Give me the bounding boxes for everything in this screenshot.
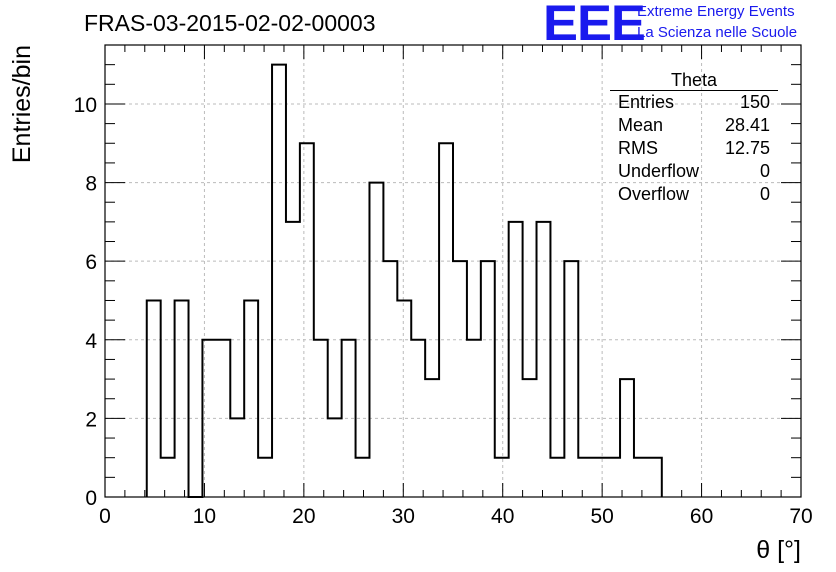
stats-label: Entries: [618, 92, 675, 112]
stats-title: Theta: [610, 70, 778, 91]
histogram-bin: [328, 418, 342, 497]
stats-box: Theta Entries 150 Mean 28.41 RMS 12.75 Underfl…: [610, 70, 778, 206]
stats-label: RMS: [618, 138, 658, 158]
histogram-bin: [620, 379, 634, 497]
y-tick-label: 8: [85, 173, 97, 196]
histogram-bin: [175, 300, 189, 497]
histogram-bin: [537, 222, 551, 497]
stats-row: Underflow 0: [610, 160, 778, 183]
stats-label: Underflow: [618, 161, 700, 181]
histogram-bin: [244, 300, 258, 497]
histogram-bin: [161, 458, 175, 497]
histogram-bin: [439, 143, 453, 497]
y-tick-label: 6: [85, 251, 97, 274]
logo-caption-line1: Extreme Energy Events: [637, 3, 795, 20]
histogram-bin: [509, 222, 523, 497]
histogram-bin: [147, 300, 161, 497]
histogram-bin: [564, 261, 578, 497]
histogram-bin: [286, 222, 300, 497]
histogram-bin: [606, 458, 620, 497]
y-axis-title: Entries/bin: [8, 45, 36, 163]
stats-rows: Entries 150 Mean 28.41 RMS 12.75 Underflow 0 Ove…: [610, 91, 778, 206]
stats-label: Mean: [618, 115, 664, 135]
histogram-bin: [634, 458, 648, 497]
logo-caption-line2: La Scienza nelle Scuole: [637, 24, 798, 41]
stats-row: Entries 150: [610, 91, 778, 114]
x-tick-label: 10: [193, 505, 216, 528]
stats-value: 0: [759, 161, 770, 181]
y-tick-label: 0: [85, 487, 97, 510]
y-tick-label: 4: [85, 330, 97, 353]
eee-logo: EEE: [543, 0, 646, 51]
histogram-bin: [383, 261, 397, 497]
histogram-bin: [453, 261, 467, 497]
x-tick-label: 40: [491, 505, 514, 528]
x-tick-label: 20: [292, 505, 315, 528]
histogram-bin: [578, 458, 592, 497]
y-tick-label: 2: [85, 408, 97, 431]
x-axis-title: θ [°]: [756, 536, 801, 564]
histogram-bin: [523, 379, 537, 497]
histogram-bin: [216, 340, 230, 497]
x-tick-label: 70: [789, 505, 812, 528]
chart-title: FRAS-03-2015-02-02-00003: [84, 10, 376, 36]
stats-value: 0: [759, 184, 770, 204]
histogram-outline: [145, 63, 663, 498]
histogram-bin: [272, 65, 286, 497]
histogram-bin: [425, 379, 439, 497]
stats-row: Mean 28.41: [610, 114, 778, 137]
histogram-bin: [592, 458, 606, 497]
x-tick-label: 0: [99, 505, 111, 528]
histogram-bin: [230, 418, 244, 497]
histogram-bin: [300, 143, 314, 497]
stats-value: 150: [739, 92, 770, 112]
x-tick-label: 30: [392, 505, 415, 528]
plot-frame: [104, 44, 802, 498]
histogram-bin: [397, 300, 411, 497]
histogram-bin: [495, 458, 509, 497]
histogram-bin: [648, 458, 662, 497]
histogram-bin: [481, 261, 495, 497]
x-tick-label: 50: [590, 505, 613, 528]
stats-row: Overflow 0: [610, 183, 778, 206]
stats-label: Overflow: [618, 184, 690, 204]
stats-value: 28.41: [724, 115, 770, 135]
stats-value: 12.75: [724, 138, 770, 158]
histogram-bin: [258, 458, 272, 497]
y-tick-label: 10: [74, 94, 97, 117]
x-tick-label: 60: [690, 505, 713, 528]
histogram-bin: [356, 458, 370, 497]
stats-row: RMS 12.75: [610, 137, 778, 160]
